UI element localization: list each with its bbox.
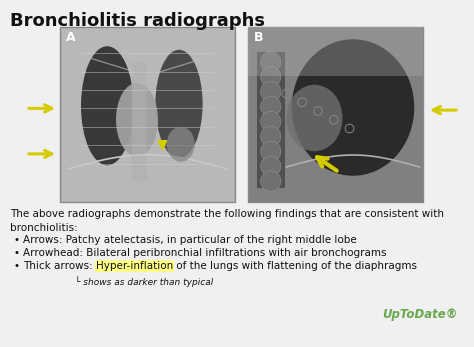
Ellipse shape: [286, 85, 343, 151]
Bar: [257, 51, 285, 188]
Text: Hyper-inflation: Hyper-inflation: [96, 261, 173, 271]
Ellipse shape: [116, 83, 158, 156]
Text: •: •: [14, 261, 20, 271]
Bar: [60, 27, 235, 202]
Text: UpToDate®: UpToDate®: [383, 308, 458, 321]
Circle shape: [261, 67, 281, 87]
Bar: [248, 27, 423, 76]
Circle shape: [261, 141, 281, 161]
Text: Thick arrows:: Thick arrows:: [23, 261, 96, 271]
Circle shape: [261, 171, 281, 191]
Text: A: A: [66, 31, 76, 44]
Text: •: •: [14, 248, 20, 258]
Circle shape: [261, 96, 281, 117]
Text: Bronchiolitis radiographs: Bronchiolitis radiographs: [10, 12, 265, 30]
Circle shape: [261, 82, 281, 102]
Ellipse shape: [167, 127, 195, 162]
Text: └ shows as darker than typical: └ shows as darker than typical: [75, 276, 213, 287]
Text: The above radiographs demonstrate the following findings that are consistent wit: The above radiographs demonstrate the fo…: [10, 209, 444, 232]
Circle shape: [261, 111, 281, 132]
Text: •: •: [14, 235, 20, 245]
Text: of the lungs with flattening of the diaphragms: of the lungs with flattening of the diap…: [173, 261, 417, 271]
Circle shape: [261, 52, 281, 72]
Circle shape: [261, 126, 281, 146]
Bar: [132, 62, 147, 181]
Text: B: B: [254, 31, 264, 44]
Text: Arrows: Patchy atelectasis, in particular of the right middle lobe: Arrows: Patchy atelectasis, in particula…: [23, 235, 357, 245]
Ellipse shape: [155, 50, 202, 158]
Ellipse shape: [292, 39, 414, 176]
Ellipse shape: [81, 46, 134, 165]
Circle shape: [261, 156, 281, 176]
Bar: [248, 27, 423, 202]
Text: Arrowhead: Bilateral peribronchial infiltrations with air bronchograms: Arrowhead: Bilateral peribronchial infil…: [23, 248, 386, 258]
